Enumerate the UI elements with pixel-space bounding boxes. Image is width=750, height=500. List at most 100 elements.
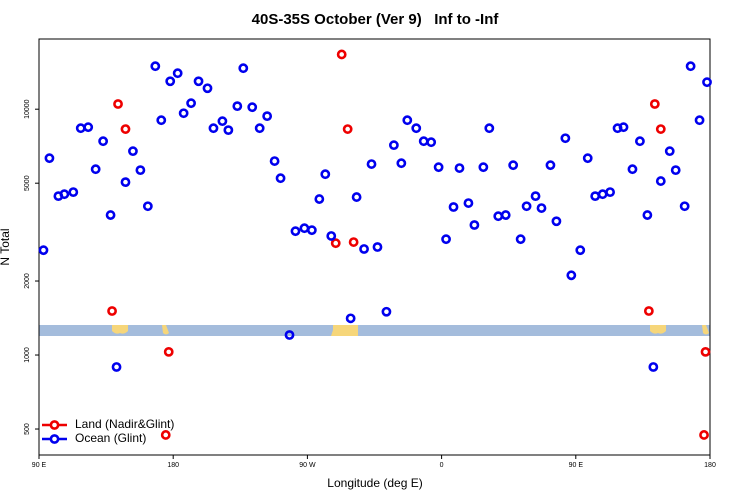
point bbox=[685, 61, 696, 72]
land-blob bbox=[702, 325, 709, 335]
point bbox=[521, 201, 532, 212]
x-tick-label: 90 W bbox=[299, 462, 316, 469]
point bbox=[396, 158, 407, 169]
point bbox=[314, 194, 325, 204]
point bbox=[642, 210, 653, 220]
point bbox=[290, 226, 301, 237]
point bbox=[635, 136, 645, 147]
point bbox=[648, 362, 659, 372]
point bbox=[107, 306, 117, 316]
point bbox=[655, 176, 666, 186]
x-tick-label: 90 E bbox=[569, 462, 584, 469]
y-tick-label: 500 bbox=[24, 423, 31, 435]
point bbox=[142, 201, 153, 212]
point bbox=[545, 160, 556, 171]
point bbox=[336, 49, 347, 60]
point bbox=[105, 210, 116, 220]
point bbox=[702, 77, 712, 88]
y-tick-label: 2000 bbox=[24, 273, 31, 289]
point bbox=[254, 123, 265, 134]
point bbox=[627, 164, 638, 175]
point bbox=[679, 201, 690, 212]
point bbox=[551, 216, 562, 227]
point bbox=[655, 124, 666, 134]
point bbox=[172, 68, 183, 79]
point bbox=[448, 202, 459, 212]
point bbox=[597, 189, 608, 200]
point bbox=[238, 63, 249, 74]
x-tick-label: 180 bbox=[704, 462, 716, 469]
point bbox=[530, 191, 541, 202]
point bbox=[566, 270, 577, 281]
point bbox=[193, 76, 204, 87]
point bbox=[165, 76, 176, 87]
point bbox=[605, 187, 615, 197]
point bbox=[44, 153, 55, 164]
point bbox=[582, 153, 593, 164]
point bbox=[83, 122, 94, 133]
point bbox=[320, 169, 331, 180]
point bbox=[217, 116, 228, 127]
point bbox=[372, 242, 383, 252]
land-blob bbox=[331, 325, 358, 336]
point bbox=[299, 223, 310, 234]
point bbox=[426, 137, 437, 148]
point bbox=[113, 99, 123, 109]
legend-label: Land (Nadir&Glint) bbox=[75, 417, 174, 431]
band bbox=[39, 325, 710, 336]
point bbox=[493, 211, 504, 222]
point bbox=[202, 83, 213, 94]
point bbox=[98, 136, 109, 147]
point bbox=[348, 237, 359, 247]
x-axis-label: Longitude (deg E) bbox=[327, 476, 422, 490]
point bbox=[454, 163, 465, 173]
legend-label: Ocean (Glint) bbox=[75, 431, 146, 445]
x-tick-label: 90 E bbox=[32, 462, 47, 469]
y-tick-label: 10000 bbox=[24, 99, 31, 119]
point bbox=[128, 146, 138, 157]
point bbox=[247, 102, 258, 113]
point bbox=[178, 108, 189, 119]
point bbox=[269, 156, 280, 166]
point bbox=[120, 177, 131, 188]
point bbox=[75, 123, 86, 134]
point bbox=[484, 123, 495, 134]
point bbox=[575, 245, 586, 256]
point bbox=[381, 306, 392, 317]
point bbox=[699, 430, 709, 440]
point bbox=[618, 122, 629, 133]
point bbox=[411, 123, 422, 134]
point bbox=[508, 160, 519, 171]
point bbox=[664, 146, 675, 157]
point bbox=[590, 191, 601, 202]
legend-marker bbox=[49, 420, 60, 430]
point bbox=[111, 362, 122, 372]
point bbox=[351, 192, 362, 202]
point bbox=[223, 125, 234, 136]
point bbox=[649, 99, 660, 109]
point bbox=[160, 430, 171, 440]
point bbox=[500, 210, 511, 220]
point bbox=[68, 187, 79, 197]
point bbox=[135, 165, 146, 176]
y-axis-label: N Total bbox=[0, 228, 12, 265]
point bbox=[275, 173, 286, 184]
point bbox=[330, 238, 341, 249]
sea-band bbox=[39, 325, 710, 336]
chart-title: 40S-35S October (Ver 9) Inf to -Inf bbox=[252, 11, 500, 28]
y-tick-label: 1000 bbox=[24, 347, 31, 363]
point bbox=[463, 198, 474, 208]
point bbox=[700, 346, 711, 357]
point bbox=[469, 220, 480, 230]
plot-frame bbox=[38, 38, 711, 456]
point bbox=[284, 330, 295, 340]
point bbox=[326, 231, 337, 241]
point bbox=[694, 115, 705, 126]
point bbox=[150, 61, 161, 72]
x-tick-label: 0 bbox=[440, 462, 444, 469]
legend-marker bbox=[49, 434, 60, 444]
point bbox=[232, 101, 243, 112]
point bbox=[342, 124, 353, 134]
point bbox=[208, 123, 219, 134]
